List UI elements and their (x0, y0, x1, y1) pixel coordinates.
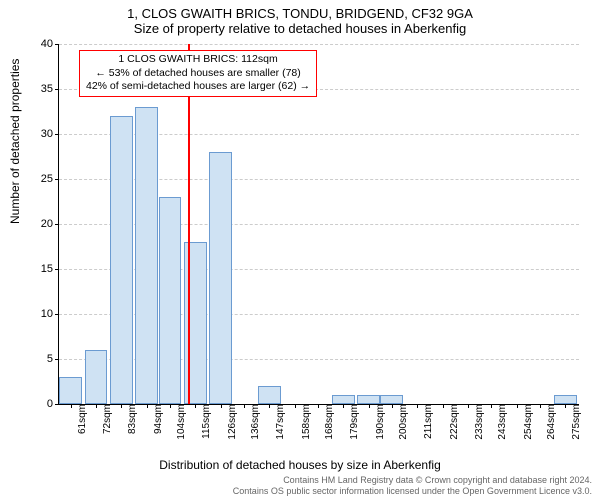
y-tick-mark (55, 359, 59, 360)
x-tick-label: 275sqm (565, 404, 582, 440)
gridline (59, 44, 579, 45)
annotation-box: 1 CLOS GWAITH BRICS: 112sqm← 53% of deta… (79, 50, 317, 97)
bar (135, 107, 158, 404)
bar (59, 377, 82, 404)
y-tick-label: 20 (23, 218, 59, 230)
bar (380, 395, 403, 404)
x-tick-label: 104sqm (170, 404, 187, 440)
x-tick-label: 200sqm (392, 404, 409, 440)
bar (258, 386, 281, 404)
x-tick-label: 168sqm (318, 404, 335, 440)
x-tick-label: 115sqm (195, 404, 212, 439)
bar (85, 350, 108, 404)
footer-attribution: Contains HM Land Registry data © Crown c… (233, 475, 592, 497)
y-axis-label: Number of detached properties (8, 59, 22, 224)
x-tick-label: 126sqm (221, 404, 238, 440)
x-axis-label: Distribution of detached houses by size … (0, 458, 600, 472)
x-tick-label: 211sqm (417, 404, 434, 439)
y-tick-label: 5 (23, 353, 59, 365)
x-tick-label: 61sqm (71, 404, 88, 434)
plot-area: 051015202530354061sqm72sqm83sqm94sqm104s… (58, 44, 579, 405)
y-tick-mark (55, 404, 59, 405)
x-tick-label: 83sqm (121, 404, 138, 434)
bar (554, 395, 577, 404)
x-tick-label: 158sqm (295, 404, 312, 440)
bar (209, 152, 232, 404)
bar (159, 197, 182, 404)
y-tick-label: 25 (23, 173, 59, 185)
bar (110, 116, 133, 404)
x-tick-label: 179sqm (343, 404, 360, 440)
y-tick-label: 35 (23, 83, 59, 95)
y-tick-label: 30 (23, 128, 59, 140)
x-tick-label: 190sqm (369, 404, 386, 440)
y-tick-mark (55, 269, 59, 270)
chart-container: 1, CLOS GWAITH BRICS, TONDU, BRIDGEND, C… (0, 0, 600, 500)
x-tick-label: 243sqm (491, 404, 508, 440)
chart-title-line2: Size of property relative to detached ho… (0, 21, 600, 40)
annotation-line3: 42% of semi-detached houses are larger (… (86, 80, 310, 94)
y-tick-label: 0 (23, 398, 59, 410)
x-tick-label: 136sqm (244, 404, 261, 440)
y-tick-mark (55, 314, 59, 315)
x-tick-label: 254sqm (517, 404, 534, 440)
annotation-line2: ← 53% of detached houses are smaller (78… (86, 67, 310, 81)
bar (357, 395, 380, 404)
y-tick-label: 10 (23, 308, 59, 320)
x-tick-label: 264sqm (540, 404, 557, 440)
bar (184, 242, 207, 404)
x-tick-label: 222sqm (443, 404, 460, 440)
y-tick-label: 40 (23, 38, 59, 50)
marker-line (188, 44, 190, 404)
footer-line2: Contains OS public sector information li… (233, 486, 592, 497)
chart-title-line1: 1, CLOS GWAITH BRICS, TONDU, BRIDGEND, C… (0, 0, 600, 21)
footer-line1: Contains HM Land Registry data © Crown c… (233, 475, 592, 486)
bar (332, 395, 355, 404)
x-tick-label: 233sqm (468, 404, 485, 440)
y-tick-mark (55, 89, 59, 90)
x-tick-label: 147sqm (269, 404, 286, 440)
x-tick-label: 94sqm (147, 404, 164, 434)
y-tick-mark (55, 224, 59, 225)
annotation-line1: 1 CLOS GWAITH BRICS: 112sqm (86, 53, 310, 67)
y-tick-mark (55, 134, 59, 135)
y-tick-mark (55, 179, 59, 180)
y-tick-label: 15 (23, 263, 59, 275)
x-tick-label: 72sqm (96, 404, 113, 434)
y-tick-mark (55, 44, 59, 45)
